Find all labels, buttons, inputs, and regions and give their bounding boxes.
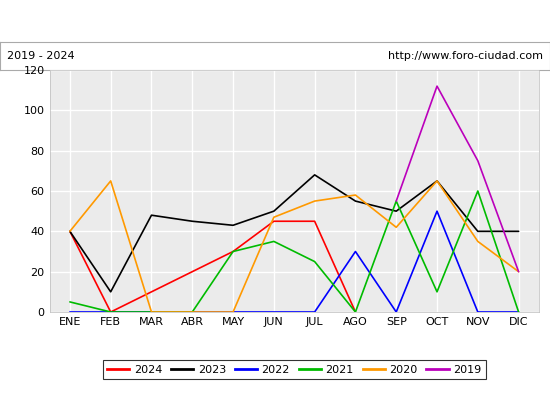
Text: Evolucion Nº Turistas Extranjeros en el municipio de Nava de Roa: Evolucion Nº Turistas Extranjeros en el … <box>30 14 520 27</box>
Text: http://www.foro-ciudad.com: http://www.foro-ciudad.com <box>388 51 543 61</box>
Legend: 2024, 2023, 2022, 2021, 2020, 2019: 2024, 2023, 2022, 2021, 2020, 2019 <box>103 360 486 379</box>
Text: 2019 - 2024: 2019 - 2024 <box>7 51 74 61</box>
